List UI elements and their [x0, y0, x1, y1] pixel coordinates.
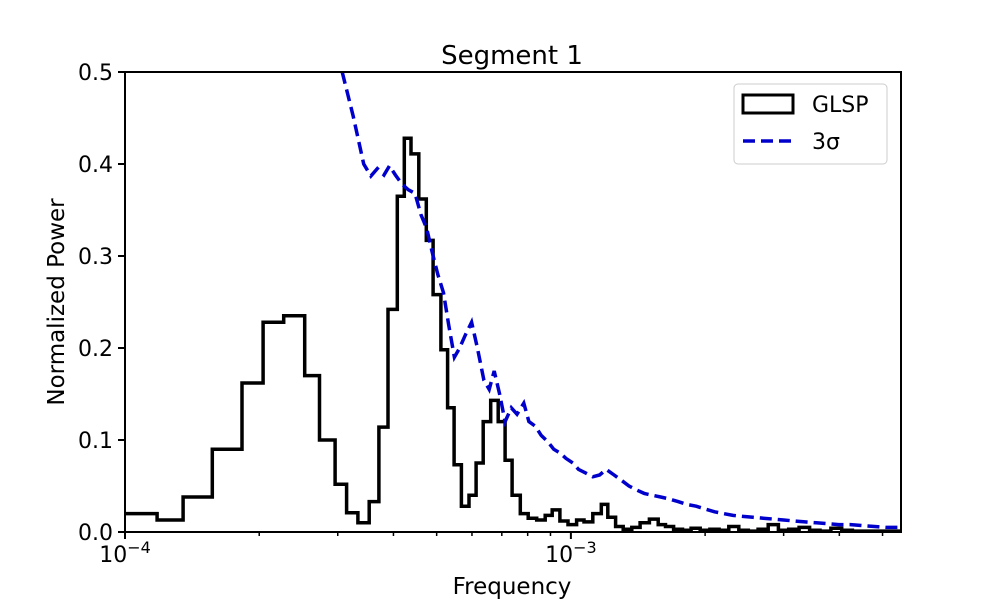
- legend: GLSP 3σ: [733, 83, 888, 165]
- y-tick-label: 0.5: [78, 61, 113, 86]
- y-tick-label: 0.4: [78, 153, 113, 178]
- series-line-3sigma: [340, 72, 901, 530]
- y-tick-label: 0.3: [78, 245, 113, 270]
- y-tick-label: 0.2: [78, 337, 113, 362]
- legend-label-3sigma: 3σ: [812, 130, 840, 155]
- x-axis: 10−4 10−3: [99, 532, 884, 568]
- plot-frame: [124, 71, 902, 533]
- x-axis-label: Frequency: [453, 574, 572, 600]
- x-tick-label: 10−4: [99, 538, 151, 568]
- series-line-glsp: [125, 136, 901, 532]
- y-axis: 0.0 0.1 0.2 0.3 0.4 0.5: [78, 61, 125, 546]
- legend-box: [733, 83, 888, 165]
- legend-swatch-glsp: [741, 93, 795, 115]
- chart-title: Segment 1: [441, 41, 583, 71]
- legend-label-glsp: GLSP: [812, 93, 869, 118]
- y-tick-label: 0.0: [78, 521, 113, 546]
- x-tick-label: 10−3: [545, 538, 597, 568]
- y-axis-label: Normalized Power: [44, 198, 70, 406]
- y-tick-label: 0.1: [78, 429, 113, 454]
